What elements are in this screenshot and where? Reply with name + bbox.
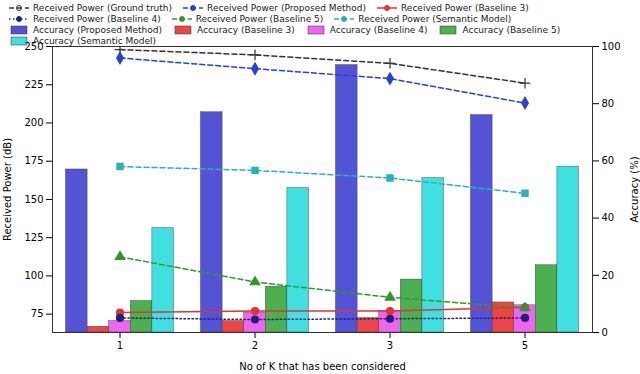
svg-text:150: 150 <box>24 194 43 205</box>
svg-text:250: 250 <box>24 41 43 52</box>
svg-text:100: 100 <box>602 41 621 52</box>
html-text:Received Power (Baseline 3): Received Power (Baseline 3) <box>401 3 529 13</box>
html-text:Accuracy (Semantic Model): Accuracy (Semantic Model) <box>33 36 157 46</box>
svg-text:80: 80 <box>602 98 615 109</box>
html-text:Received Power (Proposed Metho: Received Power (Proposed Method) <box>207 3 366 13</box>
html-text:Received Power (Semantic Model: Received Power (Semantic Model) <box>358 14 512 24</box>
svg-text:125: 125 <box>24 232 43 243</box>
svg-text:2: 2 <box>252 340 258 351</box>
svg-text:5: 5 <box>522 340 528 351</box>
svg-text:75: 75 <box>31 308 44 319</box>
svg-text:175: 175 <box>24 155 43 166</box>
html-text:Accuracy (Baseline 5): Accuracy (Baseline 5) <box>462 25 561 35</box>
html-text:Received Power (Baseline 5): Received Power (Baseline 5) <box>195 14 324 24</box>
svg-text:0: 0 <box>602 327 608 338</box>
svg-text:100: 100 <box>24 270 43 281</box>
html-text:Accuracy (Baseline 4): Accuracy (Baseline 4) <box>329 25 428 35</box>
html-text:Received Power (Baseline 4): Received Power (Baseline 4) <box>33 14 161 24</box>
svg-text:Accuracy (%): Accuracy (%) <box>629 156 640 222</box>
html-text:Received Power (Ground truth): Received Power (Ground truth) <box>33 3 172 13</box>
html-text:Accuracy (Baseline 3): Accuracy (Baseline 3) <box>197 25 295 35</box>
svg-text:20: 20 <box>602 270 615 281</box>
svg-text:No of K that has been consider: No of K that has been considered <box>239 361 406 372</box>
svg-text:200: 200 <box>24 117 43 128</box>
svg-text:40: 40 <box>602 212 615 223</box>
svg-text:1: 1 <box>117 340 123 351</box>
html-text:Accuracy (Proposed Method): Accuracy (Proposed Method) <box>33 25 162 35</box>
svg-text:3: 3 <box>387 340 393 351</box>
svg-text:225: 225 <box>24 79 43 90</box>
svg-text:Received Power (dB): Received Power (dB) <box>2 138 13 241</box>
svg-text:60: 60 <box>602 155 615 166</box>
